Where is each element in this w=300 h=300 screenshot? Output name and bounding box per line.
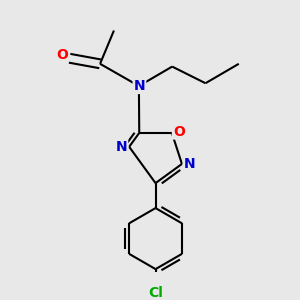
Text: Cl: Cl [148,286,163,300]
Text: N: N [184,157,196,171]
Text: O: O [56,49,68,62]
Text: N: N [116,140,127,154]
Text: O: O [173,124,185,139]
Text: N: N [134,79,145,93]
